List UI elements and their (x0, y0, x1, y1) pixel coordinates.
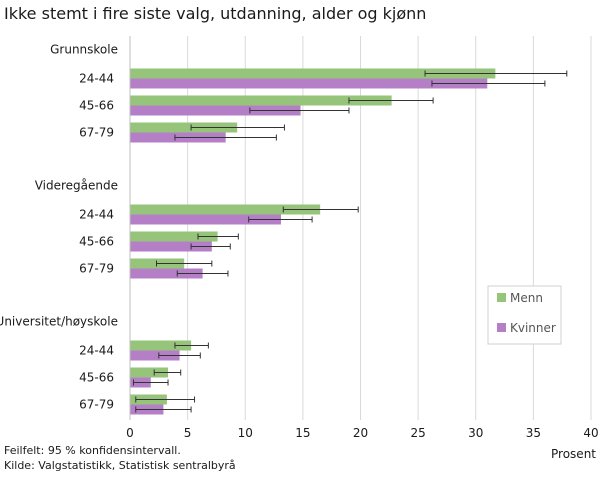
bar-menn (130, 95, 392, 106)
chart-title: Ikke stemt i fire siste valg, utdanning,… (4, 4, 427, 23)
bar-menn (130, 367, 169, 378)
bar-menn (130, 340, 192, 351)
category-label: 45-66 (79, 235, 114, 249)
legend-swatch-menn (497, 293, 506, 302)
x-tick-label: 25 (410, 426, 425, 440)
bar-menn (130, 122, 238, 133)
category-label: 24-44 (79, 344, 114, 358)
bar-kvinner (130, 268, 203, 279)
gridlines (129, 36, 592, 420)
legend-swatch-kvinner (497, 323, 506, 332)
error-bars (132, 70, 568, 413)
category-label: 67-79 (79, 262, 114, 276)
group-label: Universitet/høyskole (0, 315, 118, 329)
x-tick-label: 10 (238, 426, 253, 440)
bar-menn (130, 231, 218, 242)
group-label: Videregående (35, 179, 118, 193)
category-label: 45-66 (79, 99, 114, 113)
x-tick-label: 5 (184, 426, 192, 440)
x-tick-label: 35 (526, 426, 541, 440)
x-tick-label: 40 (583, 426, 598, 440)
category-label: 24-44 (79, 208, 114, 222)
category-label: 67-79 (79, 126, 114, 140)
bar-kvinner (130, 214, 281, 225)
bar-kvinner (130, 350, 180, 361)
x-tick-label: 30 (468, 426, 483, 440)
legend-label-menn: Menn (510, 291, 543, 305)
x-axis-label: Prosent (551, 447, 596, 461)
bars (130, 68, 496, 415)
legend: Menn Kvinner (487, 285, 562, 345)
category-label: 24-44 (79, 72, 114, 86)
bar-kvinner (130, 241, 212, 252)
category-label: 45-66 (79, 371, 114, 385)
bar-menn (130, 68, 496, 79)
x-tick-label: 15 (295, 426, 310, 440)
group-label: Grunnskole (50, 43, 118, 57)
bar-menn (130, 204, 321, 215)
category-label: 67-79 (79, 398, 114, 412)
axes: 0 5 10 15 20 25 30 35 40 Prosent (126, 36, 599, 461)
footnote-source: Kilde: Valgstatistikk, Statistisk sentra… (4, 459, 236, 472)
legend-label-kvinner: Kvinner (510, 321, 556, 335)
bar-kvinner (130, 78, 488, 89)
bar-kvinner (130, 105, 301, 116)
category-labels: Grunnskole 24-44 45-66 67-79 Videregående 24-… (0, 43, 118, 412)
footnote-confidence: Feilfelt: 95 % konfidensintervall. (4, 444, 181, 457)
x-tick-label: 0 (126, 426, 134, 440)
x-tick-label: 20 (353, 426, 368, 440)
